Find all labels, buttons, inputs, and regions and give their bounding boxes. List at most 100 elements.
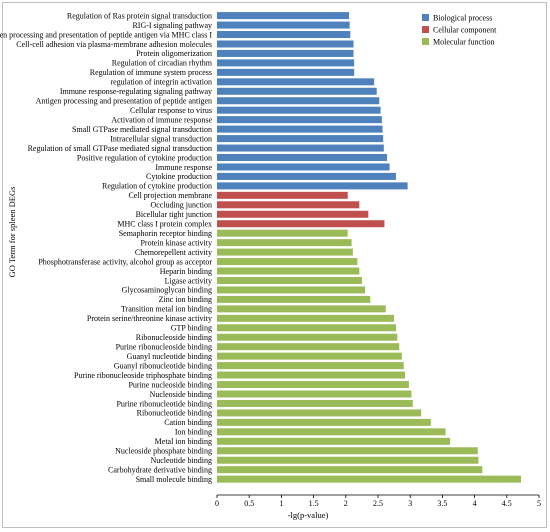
- legend-label-molecular-function: Molecular function: [433, 38, 495, 47]
- bar-carbohydrate-derivative-binding: [217, 466, 483, 474]
- category-label-ribonucleotide-binding: Ribonucleotide binding: [137, 409, 212, 418]
- bar-regulation-of-ras-protein-signal-transduction: [217, 12, 350, 20]
- bar-regulation-of-circadian-rhythm: [217, 59, 355, 67]
- bar-protein-serine-threonine-kinase-activity: [217, 314, 395, 322]
- x-tick-label-8: 4: [473, 499, 477, 508]
- bar-nucleoside-phosphate-binding: [217, 447, 478, 455]
- bar-ligase-activity: [217, 276, 362, 284]
- y-axis-title: GO Term for spleen DEGs: [7, 187, 17, 278]
- category-label-rig-i-signaling-pathway: RIG-I signaling pathway: [132, 21, 212, 30]
- bar-cation-binding: [217, 418, 431, 426]
- category-label-metal-ion-binding: Metal ion binding: [155, 437, 212, 446]
- category-label-activation-of-immune-response: Activation of immune response: [111, 115, 212, 124]
- x-tick-label-4: 2: [344, 499, 348, 508]
- category-label-cellular-response-to-virus: Cellular response to virus: [130, 106, 212, 115]
- bar-zinc-ion-binding: [217, 295, 371, 303]
- category-labels: Regulation of Ras protein signal transdu…: [0, 11, 213, 484]
- bar-bicellular-tight-junction: [217, 210, 369, 218]
- category-label-purine-nucleoside-binding: Purine nucleoside binding: [128, 380, 212, 389]
- bar-protein-kinase-activity: [217, 239, 352, 247]
- category-label-regulation-of-immune-system-process: Regulation of immune system process: [90, 68, 212, 77]
- category-label-antigen-processing-and-presentation-of-peptide-antigen: Antigen processing and presentation of p…: [36, 97, 212, 106]
- bar-metal-ion-binding: [217, 437, 451, 445]
- bar-nucleotide-binding: [217, 456, 479, 464]
- category-label-ion-binding: Ion binding: [175, 428, 212, 437]
- category-label-ribonucleoside-binding: Ribonucleoside binding: [136, 333, 212, 342]
- category-label-chemorepellent-activity: Chemorepellent activity: [135, 248, 212, 257]
- bar-cytokine-production: [217, 172, 397, 180]
- category-label-immune-response: Immune response: [155, 163, 212, 172]
- bar-regulation-of-small-gtpase-mediated-signal-transduction: [217, 144, 384, 152]
- bar-gtp-binding: [217, 324, 397, 332]
- legend-label-biological-process: Biological process: [433, 14, 492, 23]
- bar-occluding-junction: [217, 201, 360, 209]
- category-label-cell-projection-membrane: Cell projection membrane: [128, 191, 212, 200]
- category-label-mhc-class-i-protein-complex: MHC class I protein complex: [117, 220, 212, 229]
- bar-intracellular-signal-transduction: [217, 135, 384, 143]
- category-label-purine-ribonucleoside-triphosphate-binding: Purine ribonucleoside triphosphate bindi…: [74, 371, 212, 380]
- bar-phosphotransferase-activity-alcohol-group-as-acceptor: [217, 258, 358, 266]
- x-tick-label-0: 0: [215, 499, 219, 508]
- category-label-phosphotransferase-activity-alcohol-group-as-acceptor: Phosphotransferase activity, alcohol gro…: [38, 257, 212, 266]
- legend-label-cellular-component: Cellular component: [433, 26, 497, 35]
- category-label-regulation-of-cytokine-production: Regulation of cytokine production: [102, 182, 212, 191]
- category-label-positive-regulation-of-cytokine-production: Positive regulation of cytokine producti…: [77, 153, 212, 162]
- legend-swatch-molecular-function: [422, 38, 429, 45]
- category-label-heparin-binding: Heparin binding: [160, 267, 212, 276]
- bar-small-molecule-binding: [217, 475, 521, 483]
- category-label-purine-ribonucleoside-binding: Purine ribonucleoside binding: [116, 343, 212, 352]
- category-label-nucleotide-binding: Nucleotide binding: [150, 456, 212, 465]
- bar-cellular-response-to-virus: [217, 106, 381, 114]
- category-label-purine-ribonucleotide-binding: Purine ribonucleotide binding: [116, 399, 212, 408]
- category-label-glycosaminoglycan-binding: Glycosaminoglycan binding: [122, 286, 212, 295]
- x-tick-label-5: 2.5: [373, 499, 383, 508]
- category-label-regulation-of-small-gtpase-mediated-signal-transduction: Regulation of small GTPase mediated sign…: [28, 144, 212, 153]
- bar-purine-ribonucleotide-binding: [217, 399, 413, 407]
- category-label-protein-kinase-activity: Protein kinase activity: [140, 238, 212, 247]
- bar-regulation-of-integrin-activation: [217, 78, 375, 86]
- bar-heparin-binding: [217, 267, 360, 275]
- x-tick-label-3: 1.5: [309, 499, 319, 508]
- bar-antigen-processing-and-presentation-of-peptide-antigen: [217, 97, 380, 105]
- x-tick-label-9: 4.5: [502, 499, 512, 508]
- bar-transition-metal-ion-binding: [217, 305, 386, 313]
- category-label-intracellular-signal-transduction: Intracellular signal transduction: [110, 134, 212, 143]
- legend-swatch-biological-process: [422, 14, 429, 21]
- bar-purine-ribonucleoside-binding: [217, 343, 400, 351]
- bar-purine-ribonucleoside-triphosphate-binding: [217, 371, 406, 379]
- bar-glycosaminoglycan-binding: [217, 286, 366, 294]
- category-label-small-gtpase-mediated-signal-transduction: Small GTPase mediated signal transductio…: [72, 125, 212, 134]
- category-label-immune-response-regulating-signaling-pathway: Immune response-regulating signaling pat…: [60, 87, 212, 96]
- bar-guanyl-nucleotide-binding: [217, 352, 402, 360]
- category-label-cell-cell-adhesion-via-plasma-membrane-adhesion-molecules: Cell-cell adhesion via plasma-membrane a…: [16, 40, 212, 49]
- category-label-protein-oligomerization: Protein oligomerization: [136, 49, 212, 58]
- x-tick-label-2: 1: [279, 499, 283, 508]
- bar-chemorepellent-activity: [217, 248, 353, 256]
- category-label-guanyl-ribonucleotide-binding: Guanyl ribonucleotide binding: [114, 361, 212, 370]
- bar-immune-response-regulating-signaling-pathway: [217, 87, 377, 95]
- bar-cell-projection-membrane: [217, 191, 348, 199]
- category-label-semaphorin-receptor-binding: Semaphorin receptor binding: [119, 229, 212, 238]
- category-label-cytokine-production: Cytokine production: [146, 172, 212, 181]
- category-label-transition-metal-ion-binding: Transition metal ion binding: [121, 305, 212, 314]
- x-tick-label-1: 0.5: [244, 499, 254, 508]
- bar-regulation-of-cytokine-production: [217, 182, 408, 190]
- bar-small-gtpase-mediated-signal-transduction: [217, 125, 383, 133]
- category-label-occluding-junction: Occluding junction: [150, 201, 212, 210]
- category-label-small-molecule-binding: Small molecule binding: [136, 475, 212, 484]
- category-label-gtp-binding: GTP binding: [171, 324, 212, 333]
- bar-nucleoside-binding: [217, 390, 412, 398]
- bar-protein-oligomerization: [217, 49, 354, 57]
- legend: Biological process Cellular component Mo…: [422, 14, 497, 47]
- bar-guanyl-ribonucleotide-binding: [217, 362, 404, 370]
- category-label-regulation-of-ras-protein-signal-transduction: Regulation of Ras protein signal transdu…: [67, 11, 212, 20]
- category-label-nucleoside-phosphate-binding: Nucleoside phosphate binding: [115, 447, 212, 456]
- category-label-cation-binding: Cation binding: [164, 418, 212, 427]
- x-tick-label-7: 3.5: [437, 499, 447, 508]
- category-label-zinc-ion-binding: Zinc ion binding: [159, 295, 212, 304]
- x-tick-label-6: 3: [408, 499, 412, 508]
- category-label-bicellular-tight-junction: Bicellular tight junction: [136, 210, 212, 219]
- bar-mhc-class-i-protein-complex: [217, 220, 385, 228]
- category-label-ligase-activity: Ligase activity: [165, 276, 212, 285]
